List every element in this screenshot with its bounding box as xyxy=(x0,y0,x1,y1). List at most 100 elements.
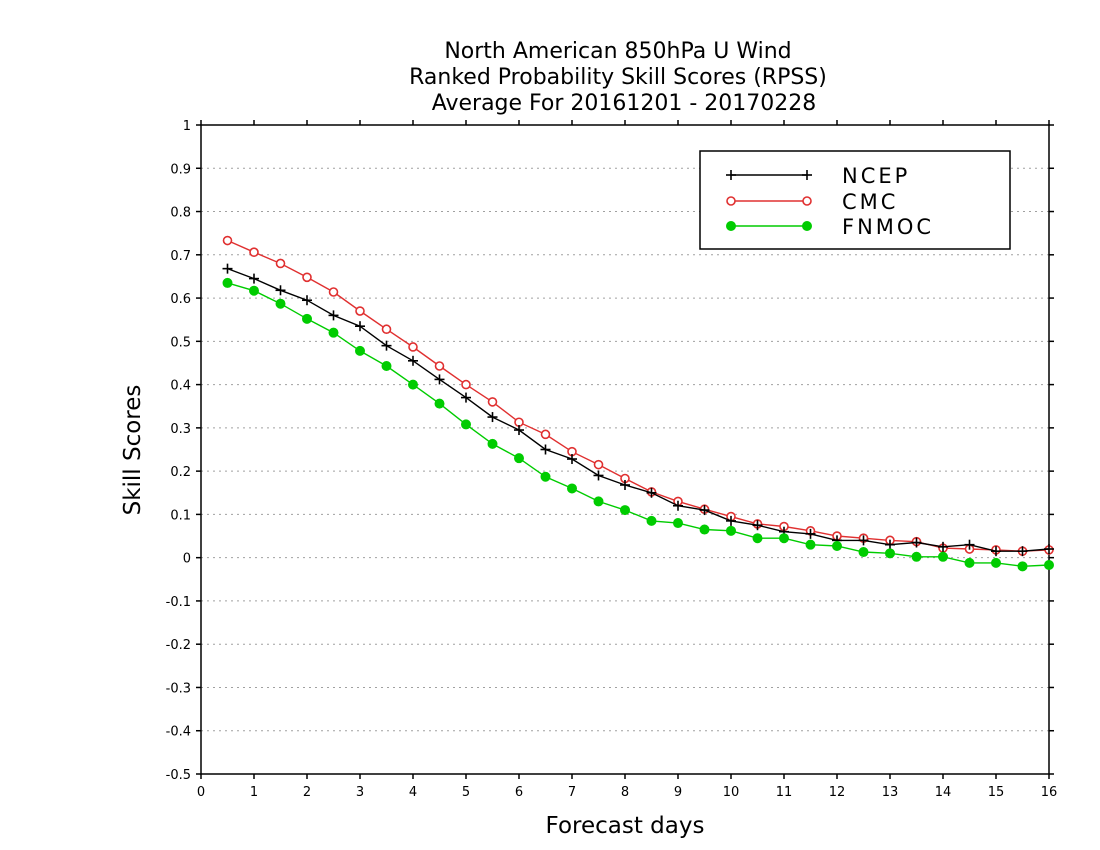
legend-marker xyxy=(802,196,812,206)
legend-marker xyxy=(726,196,736,206)
data-point-ncep xyxy=(381,340,392,351)
data-point-fnmoc xyxy=(726,525,736,536)
legend-entry-fnmoc: FNMOC xyxy=(726,215,934,239)
y-tick-label: 1 xyxy=(183,119,191,134)
data-point-cmc xyxy=(302,272,312,283)
legend-label: NCEP xyxy=(842,164,910,188)
data-point-fnmoc xyxy=(275,298,286,309)
data-point-fnmoc xyxy=(540,471,551,482)
data-point-fnmoc xyxy=(911,551,922,562)
series-line-fnmoc xyxy=(227,282,1050,568)
series-ncep xyxy=(222,263,1054,557)
data-point-fnmoc xyxy=(673,518,683,529)
data-point-ncep xyxy=(726,515,736,526)
data-point-fnmoc xyxy=(567,483,577,494)
data-point-fnmoc xyxy=(620,505,630,516)
data-point-fnmoc xyxy=(805,539,816,550)
legend-entry-ncep: NCEP xyxy=(726,164,910,188)
data-point-ncep xyxy=(964,539,975,550)
x-tick-label: 4 xyxy=(409,785,417,800)
x-tick-label: 2 xyxy=(303,785,311,800)
y-tick-label: -0.4 xyxy=(166,725,191,740)
data-point-fnmoc xyxy=(355,345,365,356)
data-point-ncep xyxy=(646,487,657,498)
legend-box xyxy=(699,150,1011,250)
data-point-ncep xyxy=(275,285,286,296)
x-tick-label: 5 xyxy=(462,785,470,800)
chart-title-line-3: Average For 20161201 - 20170228 xyxy=(432,91,817,116)
data-point-ncep xyxy=(1017,546,1028,557)
x-tick-label: 8 xyxy=(621,785,629,800)
data-point-ncep xyxy=(938,541,948,552)
y-tick-label: 0.6 xyxy=(170,292,191,307)
data-point-fnmoc xyxy=(514,453,524,464)
data-point-cmc xyxy=(222,235,233,246)
data-point-fnmoc xyxy=(593,496,604,507)
data-point-cmc xyxy=(249,247,259,258)
data-point-ncep xyxy=(514,425,524,436)
y-tick-label: 0.3 xyxy=(170,422,191,437)
data-point-cmc xyxy=(355,306,365,316)
data-point-ncep xyxy=(885,539,895,550)
y-axis-title: Skill Scores xyxy=(120,385,146,516)
data-point-cmc xyxy=(540,429,551,440)
data-point-ncep xyxy=(567,454,577,465)
series-layer xyxy=(222,235,1054,572)
x-axis-title: Forecast days xyxy=(546,813,705,839)
legend-label: CMC xyxy=(842,190,898,214)
x-axis: 0 1 2 3 4 5 6 7 8 9 10 11 12 13 14 15 16 xyxy=(197,120,1057,800)
data-point-cmc xyxy=(381,324,392,335)
x-tick-label: 3 xyxy=(356,785,364,800)
x-tick-label: 15 xyxy=(988,785,1005,800)
x-tick-label: 9 xyxy=(674,785,682,800)
data-point-fnmoc xyxy=(646,515,657,526)
data-point-ncep xyxy=(328,310,339,321)
legend-marker xyxy=(802,221,812,231)
data-point-fnmoc xyxy=(222,277,233,288)
grid-lines xyxy=(201,167,1049,732)
data-point-ncep xyxy=(461,392,471,403)
y-tick-label: 0.1 xyxy=(170,508,191,523)
x-tick-label: 14 xyxy=(935,785,952,800)
data-point-fnmoc xyxy=(964,557,975,568)
data-point-fnmoc xyxy=(328,327,339,338)
data-point-cmc xyxy=(461,379,471,390)
y-tick-label: 0.9 xyxy=(170,162,191,177)
data-point-ncep xyxy=(699,505,710,516)
chart-title-line-1: North American 850hPa U Wind xyxy=(444,39,791,64)
data-point-fnmoc xyxy=(249,285,259,296)
x-tick-label: 12 xyxy=(829,785,846,800)
data-point-ncep xyxy=(540,444,551,455)
data-point-fnmoc xyxy=(832,540,842,551)
data-point-ncep xyxy=(620,479,630,490)
data-point-ncep xyxy=(434,374,445,385)
data-point-fnmoc xyxy=(858,547,869,558)
x-tick-label: 11 xyxy=(776,785,793,800)
legend-label: FNMOC xyxy=(842,215,934,239)
data-point-fnmoc xyxy=(885,548,895,559)
data-point-cmc xyxy=(275,258,286,269)
x-tick-label: 16 xyxy=(1041,785,1058,800)
series-fnmoc xyxy=(222,277,1054,572)
y-tick-label: -0.1 xyxy=(166,595,191,610)
data-point-fnmoc xyxy=(1044,560,1054,571)
data-point-fnmoc xyxy=(699,524,710,535)
chart-title-line-2: Ranked Probability Skill Scores (RPSS) xyxy=(409,65,827,90)
data-point-fnmoc xyxy=(381,360,392,371)
y-tick-label: 0.8 xyxy=(170,206,191,221)
data-point-fnmoc xyxy=(434,398,445,409)
legend-marker xyxy=(726,221,736,231)
y-tick-label: 0.5 xyxy=(170,335,191,350)
legend-marker xyxy=(726,170,736,180)
series-cmc xyxy=(222,235,1054,556)
data-point-ncep xyxy=(911,537,922,548)
data-point-ncep xyxy=(991,546,1001,557)
y-axis: -0.5 -0.4 -0.3 -0.2 -0.1 0 0.1 0.2 0.3 0.4 0.5 0.6 0… xyxy=(166,119,1054,783)
data-point-ncep xyxy=(1044,544,1054,555)
y-tick-label: 0.4 xyxy=(170,379,191,394)
x-tick-label: 6 xyxy=(515,785,523,800)
data-point-cmc xyxy=(328,287,339,297)
data-point-ncep xyxy=(408,355,418,366)
